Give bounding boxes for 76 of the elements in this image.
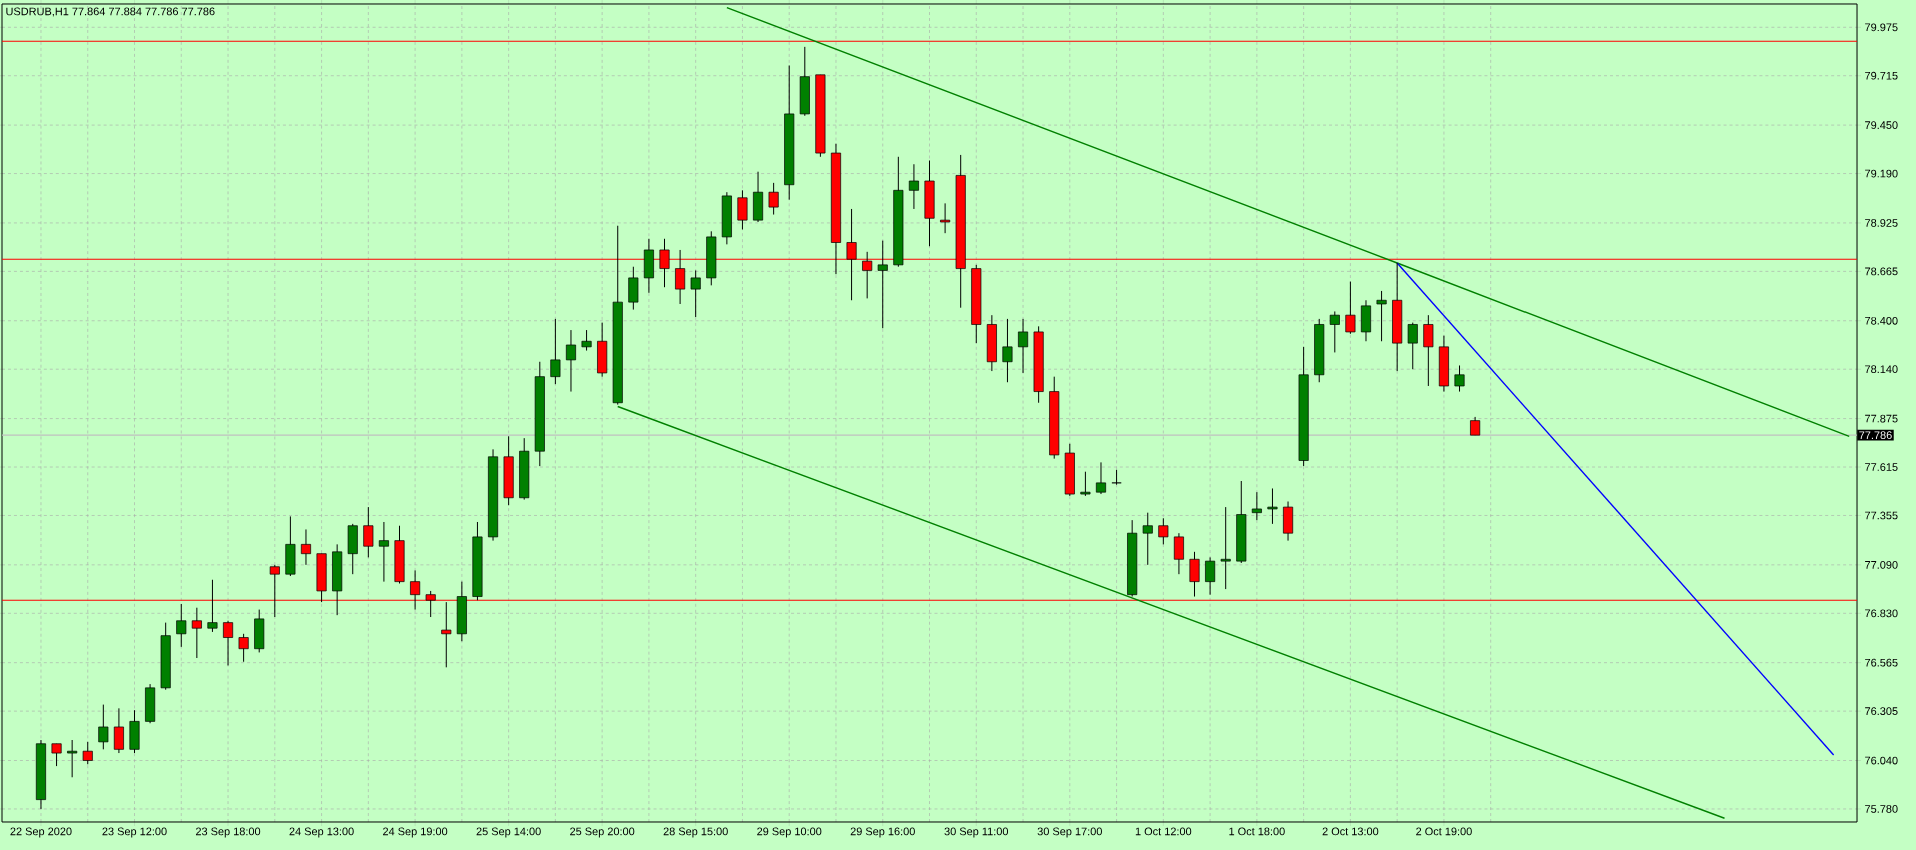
x-tick-label: 23 Sep 12:00: [102, 827, 167, 838]
x-tick-label: 25 Sep 14:00: [476, 827, 541, 838]
candlestick: [768, 182, 779, 216]
x-tick-label: 29 Sep 16:00: [850, 827, 915, 838]
x-tick-label: 23 Sep 18:00: [195, 827, 261, 838]
y-tick-label: 79.450: [1865, 121, 1898, 129]
y-tick-label: 75.780: [1865, 805, 1898, 813]
candlestick: [1142, 512, 1153, 566]
candlestick: [581, 329, 592, 352]
candlestick: [191, 607, 202, 659]
y-tick-label: 78.140: [1865, 365, 1898, 374]
candlestick: [1454, 364, 1465, 393]
candlestick: [1080, 471, 1091, 497]
x-tick-label: 30 Sep 11:00: [944, 827, 1009, 838]
x-tick-label: 24 Sep 13:00: [289, 827, 354, 838]
y-tick-label: 76.040: [1865, 756, 1898, 765]
candlestick: [1095, 461, 1107, 495]
candlestick: [1407, 322, 1418, 370]
candlestick: [1002, 318, 1013, 383]
candlestick: [1423, 314, 1434, 387]
y-tick-label: 76.565: [1865, 658, 1898, 667]
candlestick: [378, 521, 389, 583]
y-tick-label: 79.190: [1865, 169, 1898, 178]
chart-title: USDRUB,H1 77.864 77.884 77.786 77.786: [6, 7, 215, 17]
x-tick-label: 28 Sep 15:00: [663, 827, 728, 838]
candlestick: [877, 240, 888, 329]
y-tick-label: 78.925: [1865, 219, 1898, 227]
candlestick: [1267, 487, 1278, 525]
candlestick: [67, 739, 78, 778]
x-tick-label: 30 Sep 17:00: [1037, 827, 1102, 838]
candlestick: [1173, 532, 1184, 575]
candlestick: [82, 741, 93, 765]
candlestick: [1376, 290, 1387, 342]
y-tick-label: 78.400: [1865, 316, 1898, 325]
candlestick: [690, 269, 701, 318]
candlestick: [1220, 506, 1231, 590]
candlestick: [550, 318, 561, 385]
x-tick-label: 2 Oct 19:00: [1416, 827, 1472, 836]
candlestick: [51, 743, 62, 767]
x-tick-label: 25 Sep 20:00: [570, 827, 635, 838]
candlestick: [1470, 416, 1481, 436]
candlestick: [223, 620, 234, 666]
candlestick: [737, 189, 748, 230]
x-tick-label: 29 Sep 10:00: [757, 827, 822, 838]
candlestick: [176, 603, 187, 648]
candlestick: [1189, 551, 1200, 598]
candlestick: [1158, 517, 1169, 545]
candlestick: [1345, 281, 1356, 335]
y-tick-label: 77.090: [1865, 560, 1898, 569]
y-tick-label: 78.665: [1865, 267, 1898, 276]
candlestick: [940, 202, 951, 234]
candlestick: [1251, 491, 1262, 521]
candlestick: [207, 579, 218, 633]
x-tick-label: 2 Oct 13:00: [1322, 827, 1379, 836]
x-tick-label: 1 Oct 12:00: [1135, 827, 1192, 836]
x-tick-label: 22 Sep 2020: [10, 827, 72, 838]
y-tick-label: 79.975: [1865, 23, 1898, 32]
candlestick: [908, 163, 919, 210]
candlestick: [565, 329, 576, 393]
candlestick: [300, 528, 311, 566]
candlestick: [1329, 310, 1340, 353]
candlestick: [98, 704, 109, 750]
y-tick-label: 76.305: [1865, 707, 1898, 716]
y-tick-label: 77.875: [1865, 414, 1898, 423]
candlestick: [363, 506, 374, 558]
y-tick-label: 77.615: [1865, 463, 1898, 471]
x-tick-label: 1 Oct 18:00: [1229, 827, 1285, 836]
x-tick-label: 24 Sep 19:00: [383, 827, 448, 838]
candlestick: [1205, 556, 1216, 596]
candlestick: [113, 707, 124, 754]
y-tick-label: 76.830: [1865, 609, 1898, 618]
candlestick: [238, 633, 249, 663]
y-tick-label: 79.715: [1865, 71, 1898, 80]
candlestick: [1018, 318, 1029, 374]
y-tick-label: 77.355: [1865, 511, 1898, 520]
ref-line-label: 77.786: [1859, 431, 1892, 440]
